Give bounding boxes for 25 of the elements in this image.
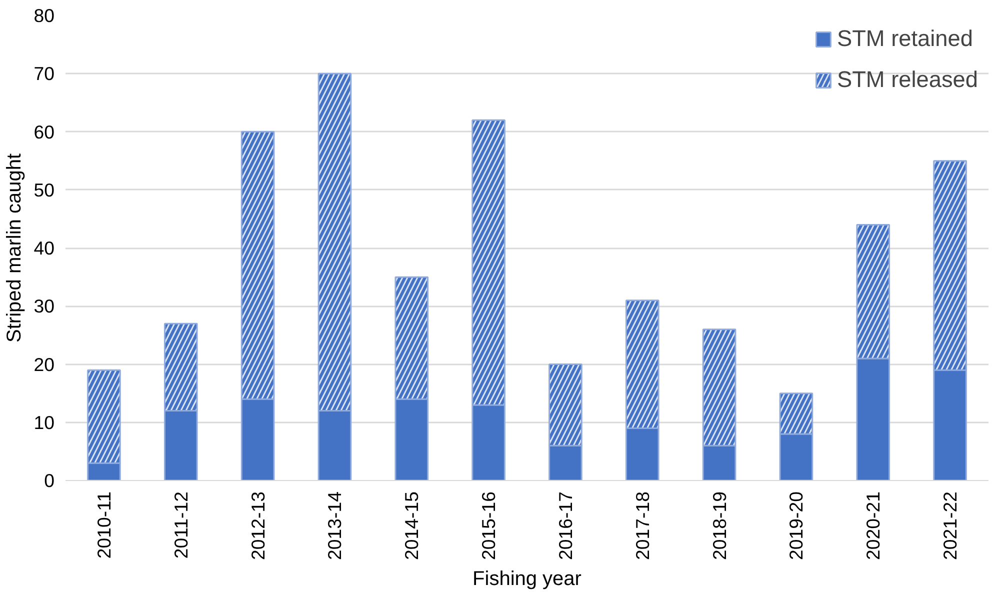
y-tick-label: 20	[34, 354, 55, 375]
y-tick-label: 70	[34, 63, 55, 84]
y-tick-label: 80	[34, 5, 55, 26]
legend-label: STM retained	[836, 25, 973, 52]
y-tick-label: 10	[34, 412, 55, 433]
x-tick-label: 2010-11	[93, 491, 114, 559]
x-tick-label: 2014-15	[401, 492, 422, 560]
legend-label: STM released	[836, 66, 978, 93]
x-tick-label: 2015-16	[478, 492, 500, 560]
y-tick-label: 30	[34, 296, 55, 317]
x-tick-label: 2013-14	[324, 492, 346, 560]
x-axis-title: Fishing year	[472, 568, 582, 590]
x-tick-label: 2011-12	[170, 491, 192, 559]
x-tick-label: 2012-13	[247, 492, 268, 560]
x-tick-label: 2019-20	[786, 492, 807, 560]
x-tick-label: 2016-17	[554, 492, 576, 560]
y-tick-label: 40	[34, 238, 55, 258]
y-tick-label: 60	[34, 121, 55, 142]
x-tick-label: 2018-19	[708, 492, 730, 560]
y-tick-label: 0	[44, 470, 55, 491]
y-tick-label: 50	[34, 179, 55, 200]
x-tick-label: 2021-22	[940, 492, 961, 560]
x-tick-label: 2017-18	[632, 492, 653, 560]
x-tick-label: 2020-21	[862, 492, 884, 560]
y-axis-title: Striped marlin caught	[4, 153, 26, 342]
